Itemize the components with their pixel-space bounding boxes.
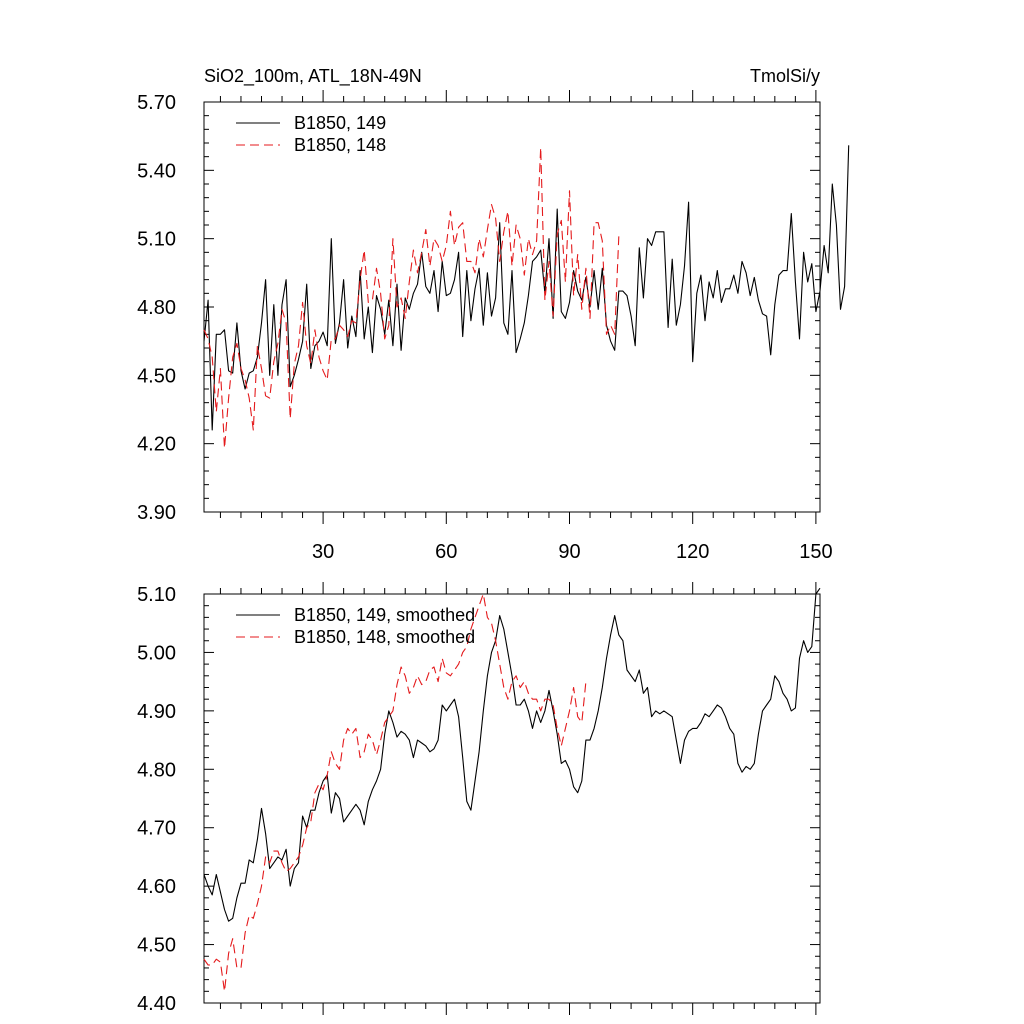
top-plot-frame <box>203 101 821 513</box>
bottom-plot-frame <box>203 593 821 1004</box>
top-y-tick-label: 4.20 <box>137 434 176 456</box>
top-panel: SiO2_100m, ATL_18N-49N TmolSi/y 3.90 4.20… <box>137 66 850 563</box>
bottom-legend-label: B1850, 148, smoothed <box>294 627 475 647</box>
top-legend-label: B1850, 148 <box>294 135 386 155</box>
top-y-tick-label: 3.90 <box>137 502 176 524</box>
bottom-y-tick-label: 4.80 <box>137 759 176 781</box>
top-series-line-2 <box>203 147 620 449</box>
top-series-line-1 <box>203 145 850 431</box>
bottom-panel: 4.40 4.50 4.60 4.70 4.80 4.90 5.00 5.10 B1850, 1… <box>137 582 821 1015</box>
bottom-y-tick-label: 4.90 <box>137 701 176 723</box>
top-chart-title-right: TmolSi/y <box>750 66 820 86</box>
top-legend-label: B1850, 149 <box>294 113 386 133</box>
bottom-legend-label: B1850, 149, smoothed <box>294 605 475 625</box>
top-x-tick-label: 30 <box>312 541 334 563</box>
top-y-tick-label: 5.40 <box>137 160 176 182</box>
bottom-y-tick-label: 5.10 <box>137 584 176 606</box>
bottom-y-tick-label: 4.50 <box>137 935 176 957</box>
top-x-tick-label: 150 <box>799 541 832 563</box>
top-y-tick-label: 4.50 <box>137 365 176 387</box>
bottom-series-line-2 <box>203 593 587 992</box>
bottom-y-tick-label: 5.00 <box>137 642 176 664</box>
top-y-tick-label: 5.10 <box>137 229 176 251</box>
top-x-tick-label: 90 <box>558 541 580 563</box>
top-y-tick-label: 4.80 <box>137 297 176 319</box>
bottom-y-tick-label: 4.60 <box>137 876 176 898</box>
top-x-tick-label: 120 <box>676 541 709 563</box>
bottom-y-tick-label: 4.40 <box>137 993 176 1015</box>
bottom-y-tick-label: 4.70 <box>137 818 176 840</box>
top-y-tick-label: 5.70 <box>137 92 176 114</box>
top-x-tick-label: 60 <box>435 541 457 563</box>
top-chart-title-left: SiO2_100m, ATL_18N-49N <box>204 66 422 87</box>
